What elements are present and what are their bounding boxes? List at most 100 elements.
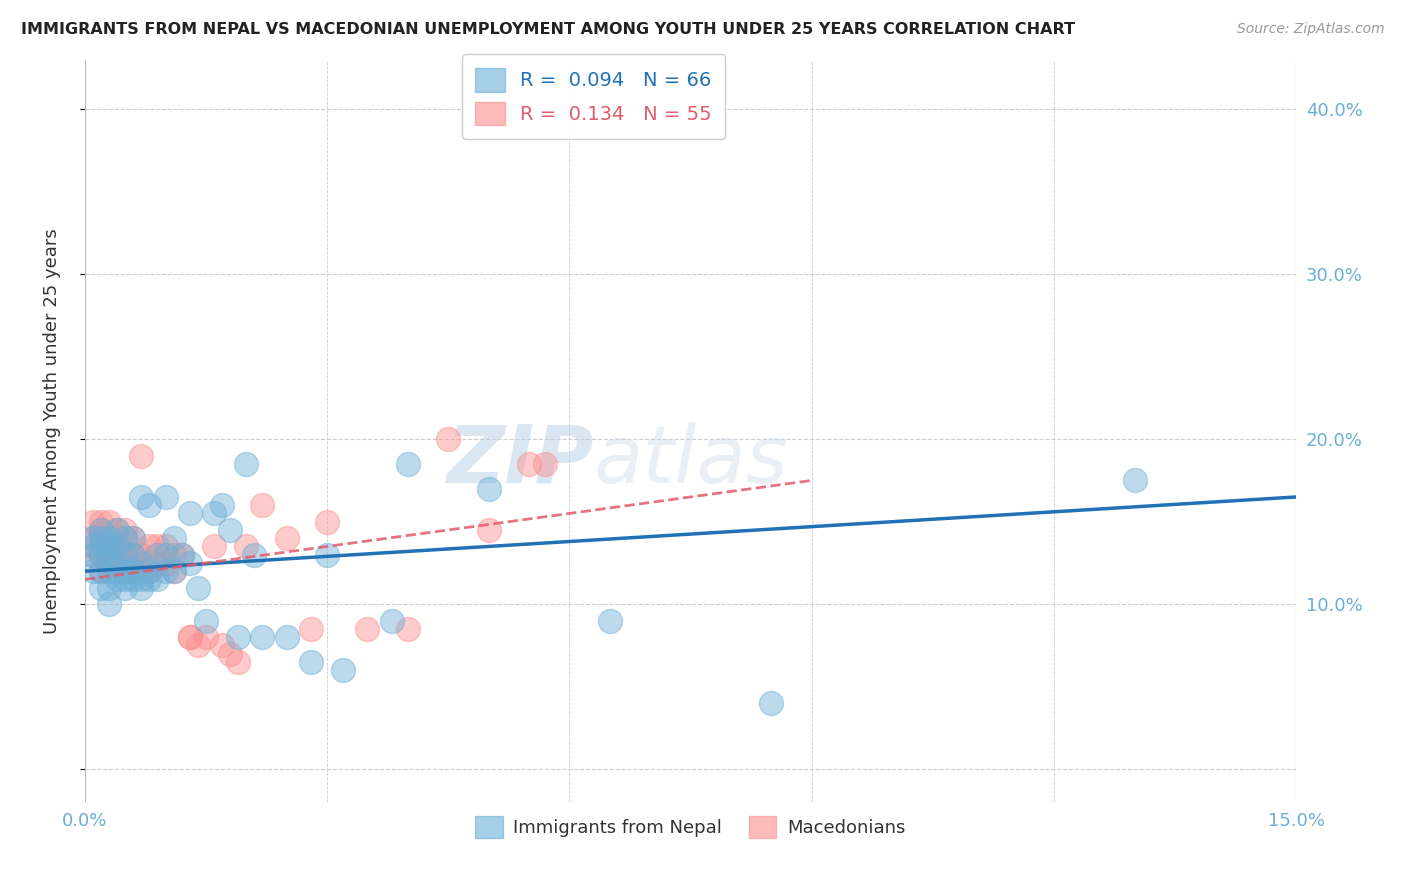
Point (162, 564, 184, 578)
Text: Source: ZipAtlas.com: Source: ZipAtlas.com (1237, 22, 1385, 37)
Point (316, 515, 339, 529)
Point (146, 548, 169, 562)
Point (162, 531, 184, 545)
Point (129, 581, 152, 595)
Point (138, 564, 160, 578)
Point (105, 573, 128, 587)
Point (179, 630, 201, 644)
Point (90, 581, 112, 595)
Legend: Immigrants from Nepal, Macedonians: Immigrants from Nepal, Macedonians (468, 809, 912, 846)
Point (82, 564, 104, 578)
Point (90, 548, 112, 562)
Point (211, 498, 233, 512)
Point (122, 556, 145, 570)
Point (202, 540, 225, 554)
Point (276, 531, 298, 545)
Point (105, 548, 128, 562)
Point (105, 540, 128, 554)
Point (243, 548, 266, 562)
Point (122, 531, 145, 545)
Point (90, 523, 112, 537)
Point (226, 630, 249, 644)
Point (122, 548, 145, 562)
Point (97, 564, 120, 578)
Point (219, 647, 242, 661)
Point (332, 663, 354, 677)
Point (82, 515, 104, 529)
Point (122, 573, 145, 587)
Point (114, 581, 136, 595)
Point (194, 614, 217, 628)
Point (90, 540, 112, 554)
Point (356, 622, 378, 636)
Point (129, 556, 152, 570)
Point (194, 630, 217, 644)
Point (82, 548, 104, 562)
Text: ZIP: ZIP (446, 422, 593, 500)
Point (97, 556, 120, 570)
Point (114, 573, 136, 587)
Point (97, 548, 120, 562)
Point (276, 630, 298, 644)
Point (129, 490, 152, 504)
Point (82, 540, 104, 554)
Point (97, 515, 120, 529)
Point (105, 564, 128, 578)
Point (316, 548, 339, 562)
Point (299, 622, 322, 636)
Point (162, 548, 184, 562)
Point (82, 531, 104, 545)
Point (97, 540, 120, 554)
Point (396, 457, 419, 471)
Point (252, 498, 274, 512)
Point (138, 564, 160, 578)
Point (202, 507, 225, 521)
Point (381, 614, 404, 628)
Point (122, 531, 145, 545)
Point (129, 573, 152, 587)
Point (477, 523, 499, 537)
Point (129, 548, 152, 562)
Point (179, 630, 201, 644)
Point (114, 531, 136, 545)
Point (437, 432, 460, 446)
Point (226, 655, 249, 669)
Point (90, 523, 112, 537)
Point (477, 482, 499, 496)
Point (187, 581, 209, 595)
Point (122, 548, 145, 562)
Text: IMMIGRANTS FROM NEPAL VS MACEDONIAN UNEMPLOYMENT AMONG YOUTH UNDER 25 YEARS CORR: IMMIGRANTS FROM NEPAL VS MACEDONIAN UNEM… (21, 22, 1076, 37)
Point (114, 564, 136, 578)
Point (1123, 474, 1146, 488)
Point (97, 531, 120, 545)
Point (155, 564, 177, 578)
Point (179, 507, 201, 521)
Point (235, 457, 257, 471)
Point (396, 622, 419, 636)
Point (170, 548, 193, 562)
Point (235, 540, 257, 554)
Point (114, 531, 136, 545)
Point (179, 556, 201, 570)
Point (90, 548, 112, 562)
Point (122, 564, 145, 578)
Point (105, 523, 128, 537)
Point (90, 564, 112, 578)
Point (155, 556, 177, 570)
Point (517, 457, 540, 471)
Point (129, 564, 152, 578)
Point (97, 581, 120, 595)
Point (155, 540, 177, 554)
Point (187, 639, 209, 653)
Point (761, 696, 783, 710)
Y-axis label: Unemployment Among Youth under 25 years: Unemployment Among Youth under 25 years (44, 228, 60, 634)
Point (105, 523, 128, 537)
Point (534, 457, 557, 471)
Point (90, 564, 112, 578)
Point (146, 540, 169, 554)
Point (129, 449, 152, 463)
Point (219, 523, 242, 537)
Point (97, 531, 120, 545)
Point (155, 490, 177, 504)
Point (105, 556, 128, 570)
